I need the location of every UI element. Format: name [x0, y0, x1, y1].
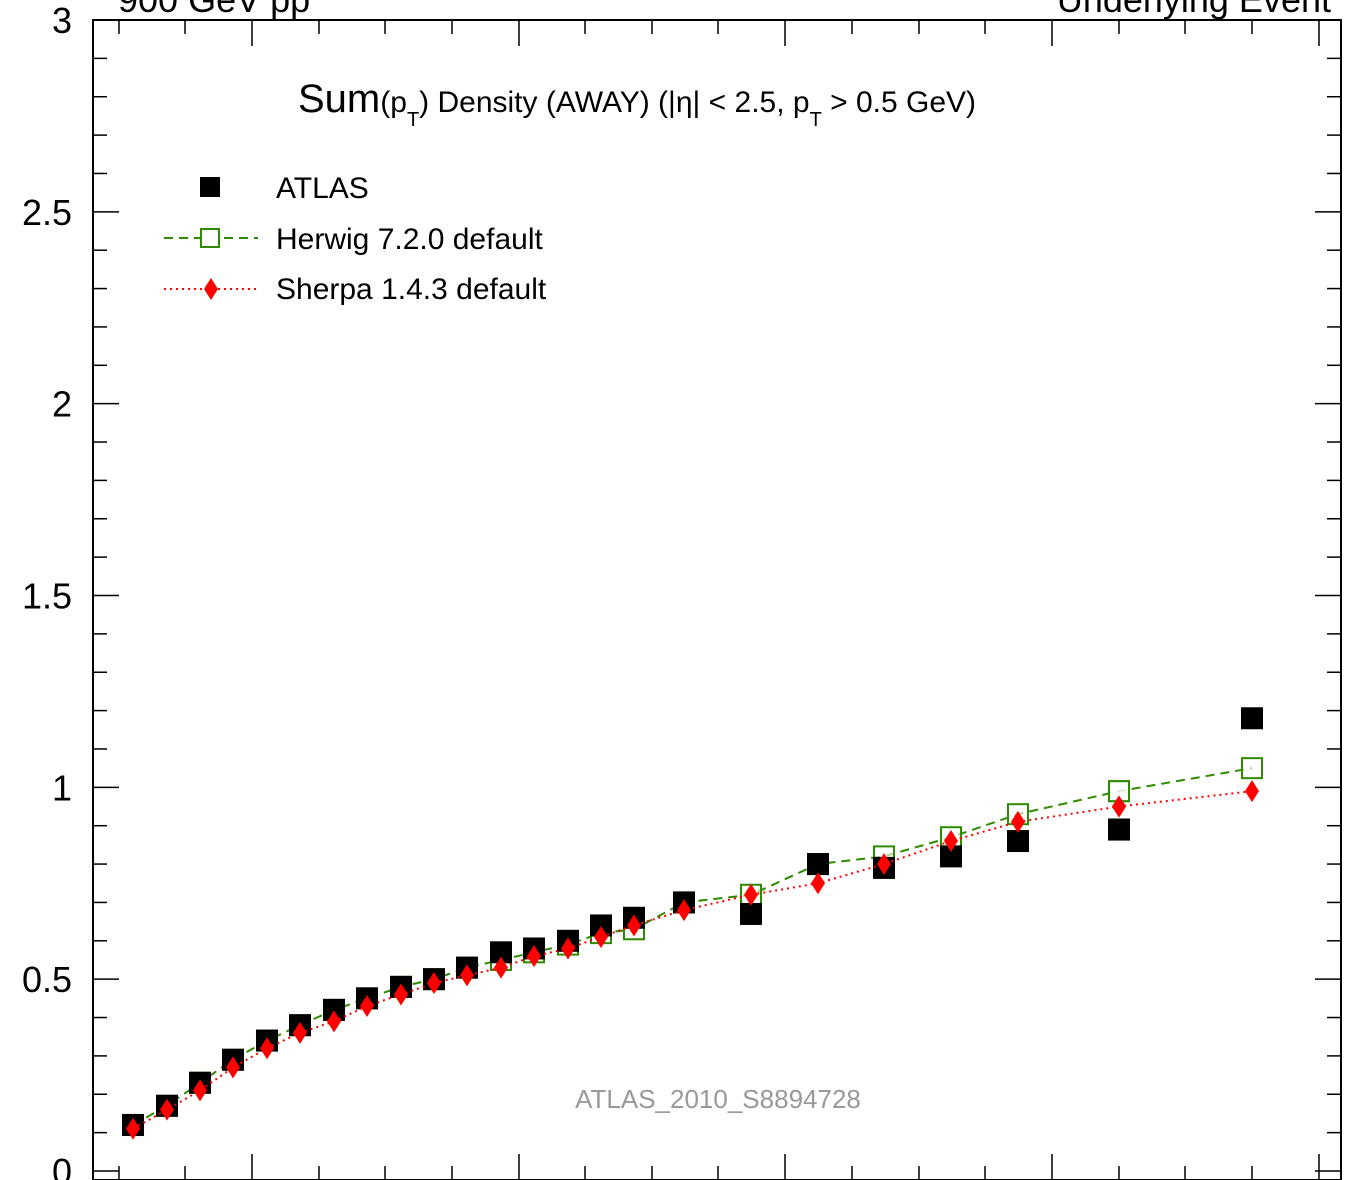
y-tick-label: 3: [52, 0, 72, 41]
y-tick-label: 0: [52, 1151, 72, 1180]
legend-atlas-marker: [200, 177, 220, 197]
y-tick-label: 2: [52, 384, 72, 425]
y-tick-labels: 0 0.5 1 1.5 2 2.5 3: [22, 0, 72, 1180]
atlas-point: [490, 941, 512, 964]
sherpa-point: [160, 1098, 174, 1121]
sherpa-point: [193, 1079, 207, 1102]
y-tick-label: 1: [52, 767, 72, 808]
herwig-point: [1241, 757, 1263, 780]
sherpa-line: [132, 790, 1253, 1130]
series-atlas: [122, 707, 1263, 1136]
header-left-label: 900 GeV pp: [118, 0, 310, 18]
atlas-point: [740, 902, 762, 925]
legend-atlas-label: ATLAS: [276, 172, 369, 205]
sherpa-point: [811, 872, 825, 895]
sherpa-point: [126, 1117, 140, 1140]
sherpa-point: [293, 1021, 307, 1044]
sherpa-point: [627, 914, 641, 937]
sherpa-point: [226, 1056, 240, 1079]
atlas-point: [940, 845, 962, 868]
sherpa-point: [1245, 780, 1259, 803]
sherpa-point: [561, 937, 575, 960]
legend-herwig-marker: [200, 228, 220, 248]
atlas-point: [807, 853, 829, 876]
sherpa-point: [260, 1037, 274, 1060]
axis-ticks: [93, 19, 1341, 1180]
atlas-point: [1241, 707, 1263, 730]
sherpa-point: [1011, 810, 1025, 833]
sherpa-point: [494, 956, 508, 979]
sherpa-point: [677, 899, 691, 922]
sherpa-point: [427, 972, 441, 995]
atlas-point: [1007, 830, 1029, 853]
sherpa-point: [527, 945, 541, 968]
sherpa-point: [1112, 795, 1126, 818]
sherpa-point: [877, 853, 891, 876]
sherpa-point: [394, 983, 408, 1006]
sherpa-point: [360, 995, 374, 1018]
atlas-point: [1108, 818, 1130, 841]
chart-title: Sum(pT) Density (AWAY) (|η| < 2.5, pT > …: [298, 77, 976, 131]
sherpa-point: [744, 883, 758, 906]
watermark: ATLAS_2010_S8894728: [575, 1084, 861, 1114]
atlas-point: [323, 998, 345, 1021]
plot-frame: [92, 19, 1342, 1180]
legend-herwig-label: Herwig 7.2.0 default: [276, 223, 543, 256]
y-tick-label: 2.5: [22, 192, 72, 233]
y-tick-label: 0.5: [22, 959, 72, 1000]
series-herwig: [122, 757, 1263, 1136]
legend: ATLAS Herwig 7.2.0 default Sherpa 1.4.3 …: [164, 172, 547, 306]
sherpa-point: [944, 830, 958, 853]
legend-sherpa-marker: [204, 278, 218, 300]
sherpa-point: [327, 1010, 341, 1033]
header-right-label: Underlying Event: [1057, 0, 1331, 18]
legend-sherpa-label: Sherpa 1.4.3 default: [276, 273, 547, 306]
sherpa-point: [460, 964, 474, 987]
sherpa-point: [594, 925, 608, 948]
herwig-line: [132, 767, 1253, 1126]
y-tick-label: 1.5: [22, 576, 72, 617]
series-sherpa: [126, 780, 1259, 1140]
atlas-point: [590, 914, 612, 937]
